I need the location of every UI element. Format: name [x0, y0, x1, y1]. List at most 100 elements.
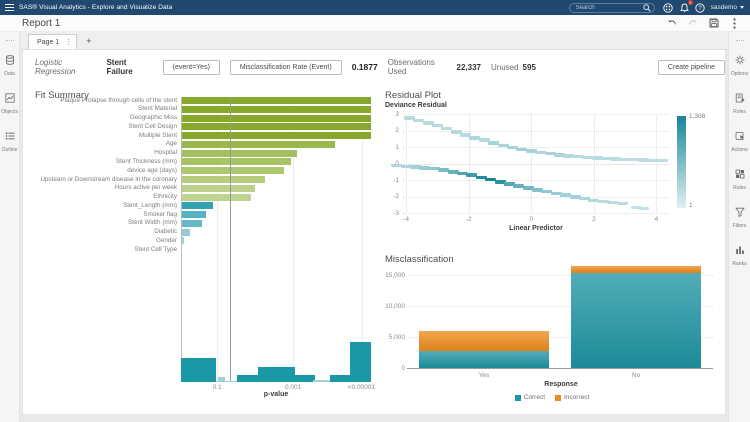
residual-gridline: [531, 114, 532, 213]
pvalue-histogram-bar[interactable]: [218, 377, 225, 382]
chart-box-icon: [5, 90, 15, 108]
tab-page-1[interactable]: Page 1 ⋮: [28, 34, 77, 49]
fit-bar-label: Stent Thickness (mm): [31, 158, 177, 165]
legend-swatch: [555, 395, 561, 401]
pvalue-histogram-bar[interactable]: [237, 375, 258, 382]
fit-bar[interactable]: [181, 141, 335, 148]
report-canvas: Logistic Regression Stent Failure (event…: [22, 50, 726, 415]
sidebar-item-ranks[interactable]: Ranks: [729, 242, 750, 267]
model-type-label: Logistic Regression: [35, 58, 101, 76]
misclass-category-label: No: [571, 372, 701, 379]
search-input[interactable]: [576, 5, 643, 11]
pvalue-histogram-bar[interactable]: [313, 380, 331, 382]
fit-bar[interactable]: [181, 106, 371, 113]
sidebar-item-filters[interactable]: Filters: [729, 204, 750, 229]
fit-bar[interactable]: [181, 202, 213, 209]
fit-bar[interactable]: [181, 97, 371, 104]
fit-gridline: [362, 97, 363, 382]
fit-bar[interactable]: [181, 167, 284, 174]
search-icon[interactable]: [643, 4, 651, 12]
fit-bar[interactable]: [181, 194, 251, 201]
pvalue-histogram-bar[interactable]: [295, 375, 315, 382]
user-name: sasdemo: [711, 4, 737, 11]
residual-gridline: [469, 114, 470, 213]
apps-icon[interactable]: [663, 2, 674, 13]
notifications-bell-icon[interactable]: 1: [679, 2, 690, 13]
user-menu[interactable]: sasdemo: [711, 4, 744, 11]
pvalue-histogram-bar[interactable]: [258, 367, 295, 382]
fit-bar[interactable]: [181, 176, 265, 183]
fit-bar[interactable]: [181, 229, 190, 236]
add-page-button[interactable]: +: [86, 36, 91, 46]
event-level-button[interactable]: (event=Yes): [163, 60, 220, 75]
pvalue-histogram-bar[interactable]: [181, 358, 216, 382]
legend-item-correct[interactable]: Correct: [515, 394, 545, 401]
report-bar: Report 1: [0, 15, 750, 32]
residual-color-legend: [677, 116, 686, 208]
sas-visual-analytics-window: SAS® Visual Analytics - Explore and Visu…: [0, 0, 750, 422]
undo-icon[interactable]: [666, 18, 677, 29]
svg-text:?: ?: [698, 6, 702, 12]
search-box[interactable]: [569, 3, 655, 13]
fit-bar[interactable]: [181, 220, 202, 227]
right-rail: Options Roles Actions Rules Filters: [728, 32, 750, 422]
rail-collapse-handle[interactable]: [736, 40, 744, 42]
misclass-y-tick-label: 10,000: [379, 303, 405, 310]
pvalue-histogram-bar[interactable]: [330, 375, 350, 382]
fit-bar-label: Geographic Miss: [31, 114, 177, 121]
app-title: SAS® Visual Analytics - Explore and Visu…: [19, 4, 172, 11]
tab-menu-icon[interactable]: ⋮: [65, 39, 72, 46]
fit-bar[interactable]: [181, 185, 255, 192]
hamburger-menu-icon[interactable]: [5, 4, 14, 11]
misclass-bar-segment-correct[interactable]: [419, 351, 549, 368]
notification-badge: 1: [688, 0, 693, 5]
residual-gridline: [403, 131, 669, 132]
pvalue-histogram-bar[interactable]: [350, 342, 371, 382]
misclass-bar-segment-incorrect[interactable]: [419, 331, 549, 351]
fit-bar[interactable]: [181, 115, 371, 122]
metric-selector-button[interactable]: Misclassification Rate (Event): [230, 60, 342, 75]
misclass-bar-segment-correct[interactable]: [571, 273, 701, 368]
residual-bin[interactable]: [657, 159, 668, 163]
fit-bar[interactable]: [181, 150, 297, 157]
misclass-bar-segment-incorrect[interactable]: [571, 266, 701, 273]
residual-gridline: [403, 114, 669, 115]
fit-x-tick-label: <0.00001: [347, 384, 377, 391]
sidebar-item-actions[interactable]: Actions: [729, 128, 750, 153]
fit-bar[interactable]: [181, 132, 371, 139]
create-pipeline-button[interactable]: Create pipeline: [658, 60, 725, 75]
sidebar-item-roles[interactable]: Roles: [729, 90, 750, 115]
residual-bin[interactable]: [617, 202, 628, 206]
residual-x-tick-label: 0: [523, 216, 539, 223]
model-target-label: Stent Failure: [106, 58, 152, 76]
significance-threshold-line: [230, 97, 231, 382]
fit-bar[interactable]: [181, 158, 291, 165]
residual-gridline: [403, 180, 669, 181]
fit-summary-x-axis-label: p-value: [181, 391, 371, 398]
rail-collapse-handle[interactable]: [6, 40, 14, 42]
fit-bar-label: Diabetic: [31, 228, 177, 235]
gear-icon: [735, 52, 745, 70]
fit-bar-label: Hospital: [31, 149, 177, 156]
sidebar-item-objects[interactable]: Objects: [0, 90, 19, 115]
redo-icon[interactable]: [687, 18, 698, 29]
app-bar: SAS® Visual Analytics - Explore and Visu…: [0, 0, 750, 15]
help-icon[interactable]: ?: [695, 2, 706, 13]
fit-bar[interactable]: [181, 211, 206, 218]
residual-gridline: [403, 164, 669, 165]
residual-gridline: [403, 197, 669, 198]
fit-gridline: [217, 97, 218, 382]
sidebar-item-data[interactable]: Data: [0, 52, 19, 77]
fit-bar[interactable]: [181, 123, 371, 130]
fit-bar-label: Smoker flag: [31, 211, 177, 218]
legend-item-incorrect[interactable]: Incorrect: [555, 394, 589, 401]
save-icon[interactable]: [708, 18, 719, 29]
sidebar-item-rules[interactable]: Rules: [729, 166, 750, 191]
residual-bin[interactable]: [638, 207, 649, 211]
sidebar-item-options[interactable]: Options: [729, 52, 750, 77]
fit-bar-label: Stent_Length (mm): [31, 202, 177, 209]
sidebar-item-outline[interactable]: Outline: [0, 128, 19, 153]
ranks-bars-icon: [735, 242, 745, 260]
misclass-y-tick-label: 15,000: [379, 272, 405, 279]
more-options-icon[interactable]: [729, 18, 740, 29]
